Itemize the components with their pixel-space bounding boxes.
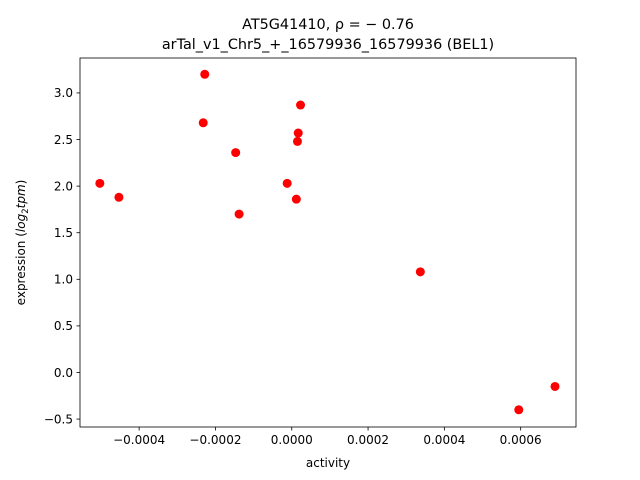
y-axis-label-math2: tpm: [14, 184, 28, 208]
plot-frame: [79, 57, 577, 428]
x-tick-label: 0.0002: [347, 433, 389, 447]
data-point: [198, 118, 208, 128]
y-tick-label: 0.5: [54, 319, 73, 333]
chart-title-line2: arTal_v1_Chr5_+_16579936_16579936 (BEL1): [162, 37, 494, 53]
data-point: [292, 136, 302, 146]
y-tick-label: 2.5: [54, 133, 73, 147]
data-point: [296, 100, 306, 110]
data-point: [514, 405, 524, 415]
data-point: [291, 194, 301, 204]
data-point: [293, 128, 303, 138]
data-point: [550, 381, 560, 391]
x-tick-label: 0.0004: [423, 433, 465, 447]
y-tick-label: 1.0: [54, 273, 73, 287]
y-axis-label-math: log: [14, 213, 28, 232]
y-tick-label: 2.0: [54, 179, 73, 193]
y-axis-label-prefix: expression (: [14, 232, 28, 305]
y-tick-label: 1.5: [54, 226, 73, 240]
data-point: [415, 267, 425, 277]
y-tick-label: 0.0: [54, 366, 73, 380]
y-axis-label-subscript: 2: [21, 208, 31, 213]
y-axis-label-suffix: ): [14, 180, 28, 185]
data-points: [95, 69, 560, 415]
x-axis-label: activity: [306, 456, 350, 470]
y-tick-label: −0.5: [44, 412, 73, 426]
y-axis-label: expression (log2tpm): [14, 180, 31, 306]
y-axis-ticks: −0.5 0.0 0.5 1.0 1.5 2.0 2.5 3.0: [44, 86, 80, 426]
data-point: [114, 192, 124, 202]
x-axis-ticks: −0.0004 −0.0002 0.0000 0.0002 0.0004 0.0006: [113, 427, 542, 447]
data-point: [200, 69, 210, 79]
data-point: [95, 178, 105, 188]
chart-title-line1: AT5G41410, ρ = − 0.76: [242, 17, 414, 33]
data-point: [282, 178, 292, 188]
data-point: [234, 209, 244, 219]
x-tick-label: −0.0002: [189, 433, 241, 447]
x-tick-label: −0.0004: [113, 433, 165, 447]
data-point: [231, 148, 241, 158]
y-tick-label: 3.0: [54, 86, 73, 100]
x-tick-label: 0.0006: [500, 433, 542, 447]
plot-area: [80, 58, 576, 427]
x-tick-label: 0.0000: [271, 433, 313, 447]
